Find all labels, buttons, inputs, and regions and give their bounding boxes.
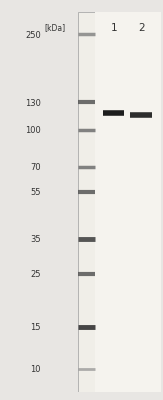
Bar — [78, 12, 161, 392]
Text: [kDa]: [kDa] — [45, 23, 66, 32]
Text: 1: 1 — [111, 23, 117, 33]
Text: 2: 2 — [138, 23, 144, 33]
Bar — [95, 12, 161, 392]
